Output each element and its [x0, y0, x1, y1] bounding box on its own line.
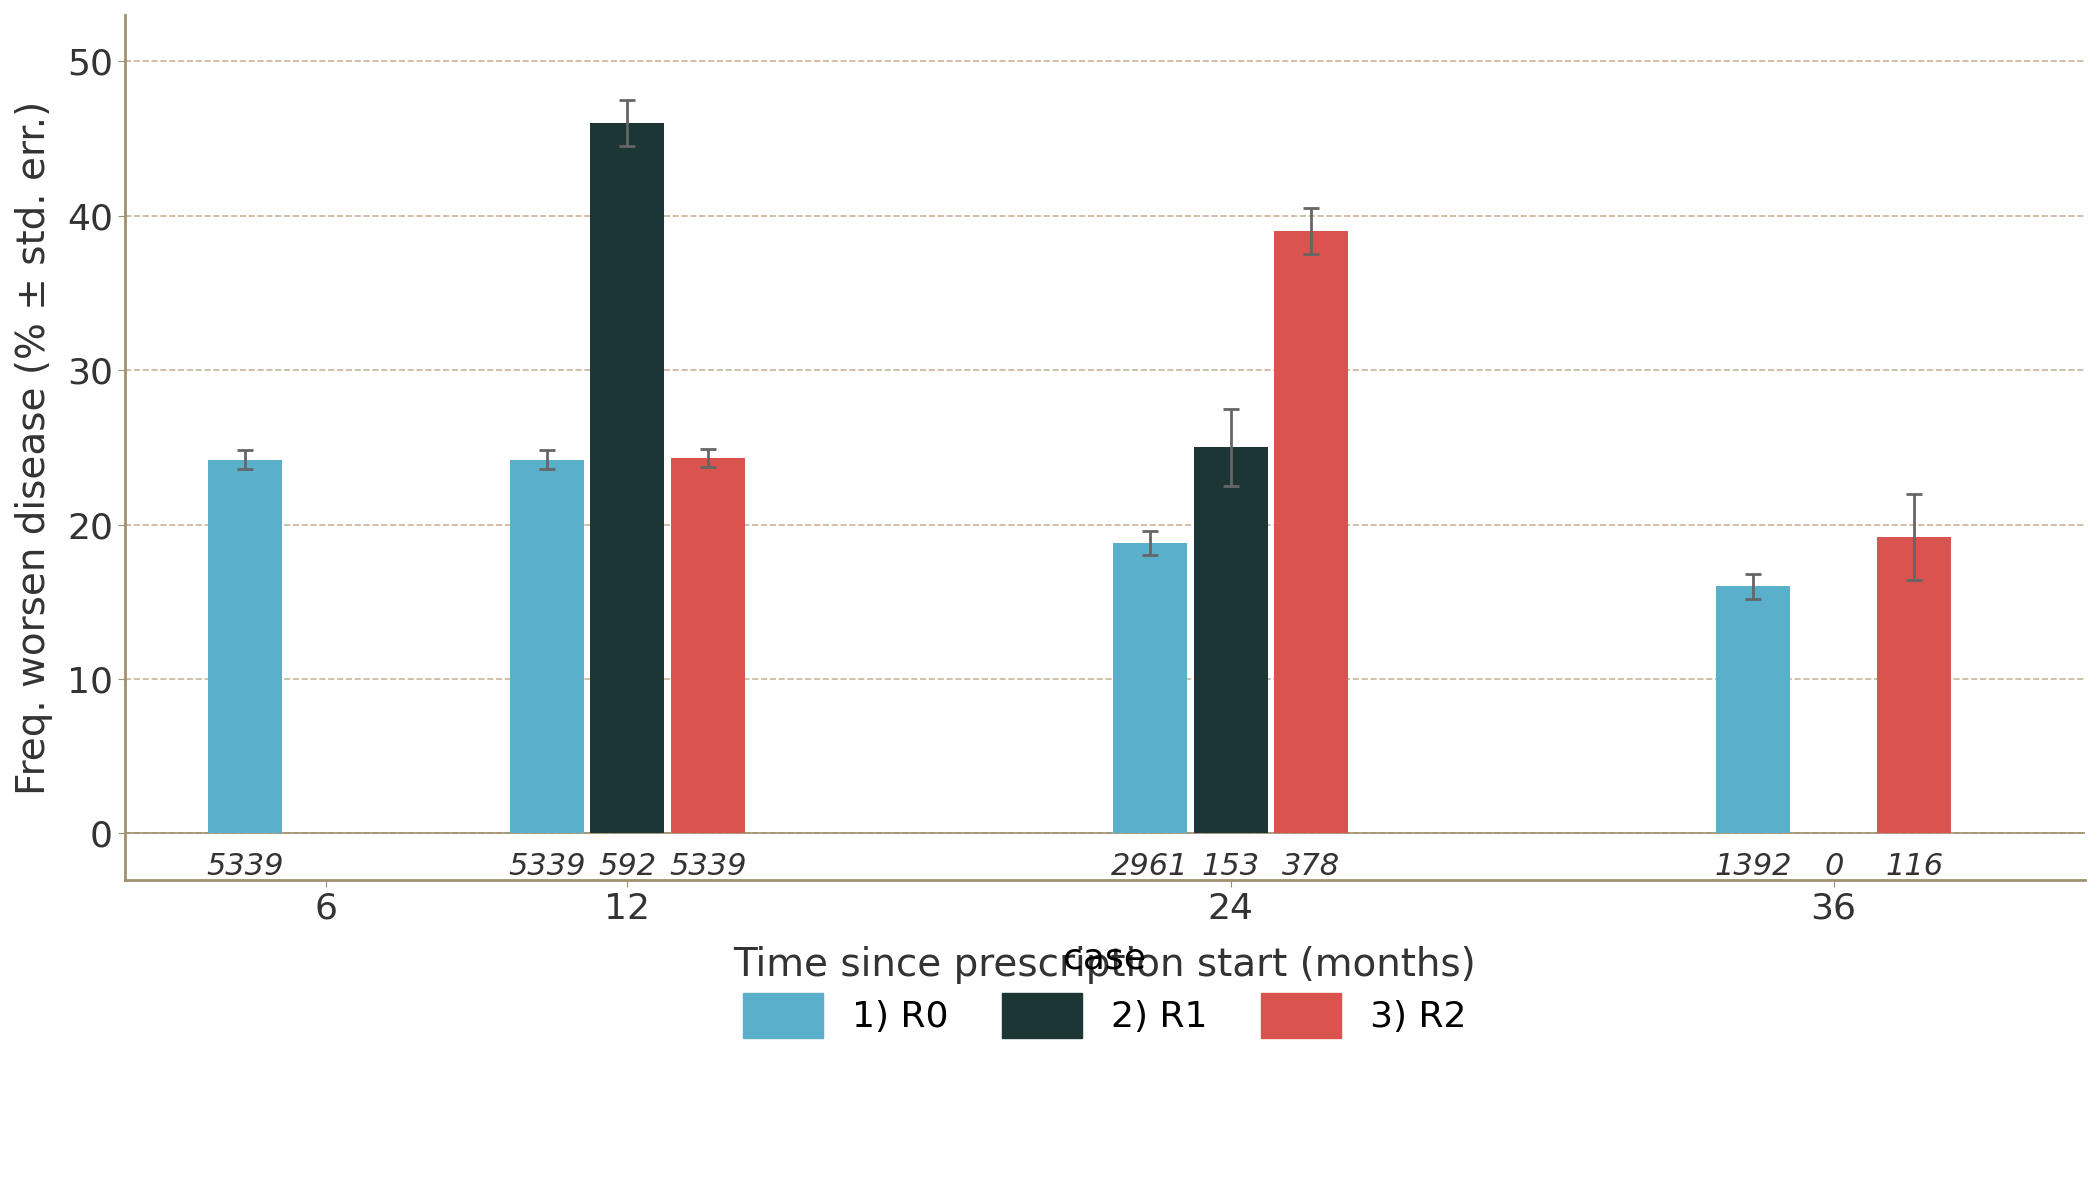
Text: 0: 0: [1825, 852, 1844, 881]
X-axis label: Time since prescription start (months): Time since prescription start (months): [733, 947, 1476, 984]
Text: 116: 116: [1886, 852, 1942, 881]
Bar: [208, 460, 281, 834]
Y-axis label: Freq. worsen disease (% ± std. err.): Freq. worsen disease (% ± std. err.): [15, 101, 53, 794]
Bar: [1113, 544, 1186, 834]
Bar: [670, 458, 745, 834]
Text: 5339: 5339: [206, 852, 284, 881]
Text: 5339: 5339: [670, 852, 745, 881]
Bar: [1193, 448, 1268, 834]
Text: 378: 378: [1281, 852, 1340, 881]
Bar: [1275, 232, 1348, 834]
Text: 153: 153: [1201, 852, 1260, 881]
Bar: [1877, 536, 1951, 834]
Text: 1392: 1392: [1714, 852, 1791, 881]
Text: 592: 592: [598, 852, 657, 881]
Text: 5339: 5339: [508, 852, 586, 881]
Bar: [510, 460, 584, 834]
Legend: 1) R0, 2) R1, 3) R2: 1) R0, 2) R1, 3) R2: [729, 926, 1480, 1052]
Bar: [590, 124, 664, 834]
Bar: [1716, 587, 1791, 834]
Text: 2961: 2961: [1111, 852, 1189, 881]
